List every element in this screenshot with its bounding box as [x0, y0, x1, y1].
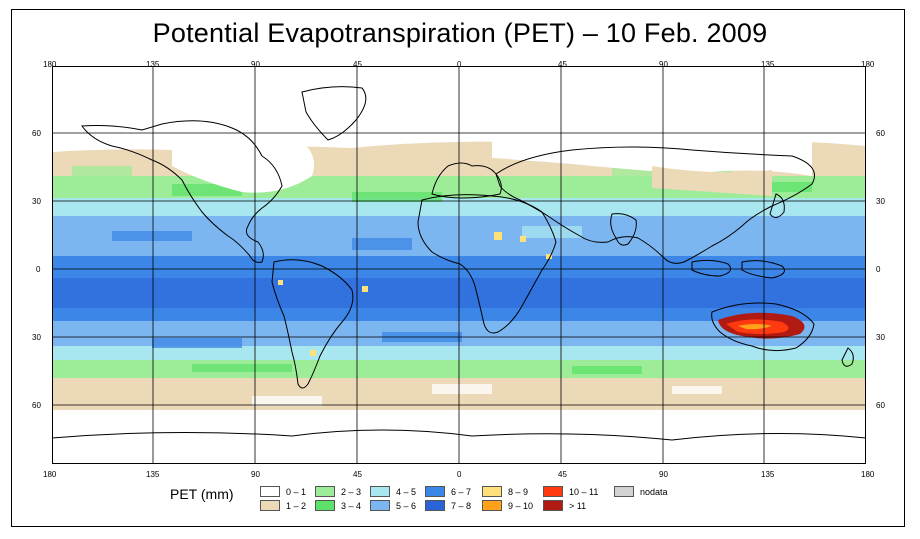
- lat-tick-left-3: 30: [32, 333, 41, 342]
- lon-tick-top-6: 90: [659, 60, 668, 69]
- legend-title: PET (mm): [170, 486, 234, 502]
- lon-tick-bottom-7: 135: [761, 470, 775, 479]
- legend-swatch-9-10: [482, 500, 502, 511]
- lon-tick-bottom-6: 90: [659, 470, 668, 479]
- lon-tick-top-0: 180: [43, 60, 57, 69]
- legend-label-2-3: 2 – 3: [341, 487, 362, 497]
- map-title: Potential Evapotranspiration (PET) – 10 …: [152, 18, 768, 48]
- legend-swatch-8-9: [482, 486, 502, 497]
- lon-tick-bottom-1: 135: [146, 470, 160, 479]
- lon-tick-bottom-2: 90: [251, 470, 260, 479]
- legend-swatch-2-3: [315, 486, 335, 497]
- legend-swatch-6-7: [425, 486, 445, 497]
- legend-label-5-6: 5 – 6: [396, 501, 417, 511]
- lat-tick-right-1: 30: [876, 197, 885, 206]
- map-border: [52, 66, 866, 464]
- legend-swatch-nodata: [614, 486, 634, 497]
- lat-tick-left-2: 0: [36, 265, 41, 274]
- lon-tick-bottom-5: 45: [558, 470, 567, 479]
- legend-label-gt-11: > 11: [569, 501, 587, 511]
- legend-label-7-8: 7 – 8: [451, 501, 472, 511]
- legend-label-10-11: 10 – 11: [569, 487, 599, 497]
- pet-map: [52, 66, 866, 464]
- legend-swatch-10-11: [543, 486, 563, 497]
- pet-field: [52, 66, 866, 464]
- figure-frame: [11, 9, 905, 527]
- legend-label-8-9: 8 – 9: [508, 487, 529, 497]
- legend-swatch-0-1: [260, 486, 280, 497]
- lat-tick-right-0: 60: [876, 129, 885, 138]
- lat-tick-left-1: 30: [32, 197, 41, 206]
- graticule: [52, 66, 866, 464]
- legend-label-0-1: 0 – 1: [286, 487, 307, 497]
- lon-tick-bottom-8: 180: [861, 470, 875, 479]
- lon-tick-top-1: 135: [146, 60, 160, 69]
- legend-swatch-4-5: [370, 486, 390, 497]
- lon-tick-top-7: 135: [761, 60, 775, 69]
- legend-swatch-5-6: [370, 500, 390, 511]
- lat-tick-left-0: 60: [32, 129, 41, 138]
- legend-swatch-7-8: [425, 500, 445, 511]
- lon-tick-bottom-0: 180: [43, 470, 57, 479]
- legend-swatch-1-2: [260, 500, 280, 511]
- lat-tick-right-2: 0: [876, 265, 881, 274]
- lat-tick-left-4: 60: [32, 401, 41, 410]
- legend-label-4-5: 4 – 5: [396, 487, 417, 497]
- legend-swatch-3-4: [315, 500, 335, 511]
- lon-tick-top-4: 0: [457, 60, 462, 69]
- legend-label-1-2: 1 – 2: [286, 501, 307, 511]
- lon-tick-bottom-4: 0: [457, 470, 462, 479]
- legend-label-9-10: 9 – 10: [508, 501, 534, 511]
- legend-label-6-7: 6 – 7: [451, 487, 472, 497]
- lon-tick-bottom-3: 45: [353, 470, 362, 479]
- lon-tick-top-3: 45: [353, 60, 362, 69]
- lon-tick-top-2: 90: [251, 60, 260, 69]
- legend-label-3-4: 3 – 4: [341, 501, 362, 511]
- lon-tick-top-5: 45: [558, 60, 567, 69]
- lon-tick-top-8: 180: [861, 60, 875, 69]
- legend-swatch-gt-11: [543, 500, 563, 511]
- lat-tick-right-4: 60: [876, 401, 885, 410]
- legend-label-nodata: nodata: [640, 487, 668, 497]
- lat-tick-right-3: 30: [876, 333, 885, 342]
